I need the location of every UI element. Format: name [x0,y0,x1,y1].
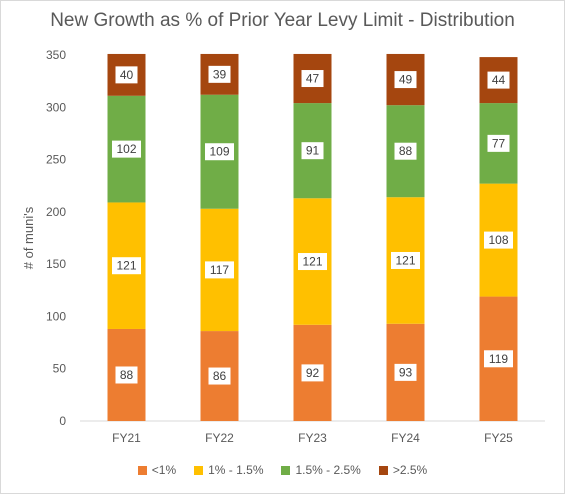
data-label: 39 [213,67,227,81]
data-label-box [205,261,234,279]
legend-swatch [137,465,147,475]
data-label: 77 [492,136,506,150]
data-label: 102 [116,142,136,156]
y-tick-label: 300 [46,100,66,114]
data-label-box [301,142,324,160]
x-tick-label: FY22 [205,431,234,445]
data-label-box [208,367,231,385]
data-label-box [115,66,138,84]
data-label: 88 [399,144,413,158]
data-label: 49 [399,73,413,87]
data-label: 40 [120,68,134,82]
data-label: 121 [395,253,415,267]
data-label-box [298,253,327,271]
data-label-box [115,366,138,384]
data-label: 121 [302,255,322,269]
data-label-box [394,142,417,160]
y-tick-label: 150 [46,257,66,271]
labels-layer: 88 121 102 40 86 117 109 39 92 121 91 47 93 121 88 49 11… [112,65,513,385]
legend-item: 1.5% - 2.5% [281,463,361,477]
legend-label: 1.5% - 2.5% [295,463,361,477]
data-label-box [484,350,513,368]
data-label: 92 [306,366,320,380]
y-tick-label: 350 [46,48,66,62]
data-label-box [487,134,510,152]
legend-label: 1% - 1.5% [208,463,264,477]
data-label-box [301,364,324,382]
data-label: 119 [489,352,508,366]
data-label-box [394,363,417,381]
data-label: 47 [306,72,320,86]
data-label-box [487,71,510,89]
data-label: 108 [488,233,508,247]
legend-item: 1% - 1.5% [194,463,263,477]
data-label-box [208,65,231,83]
legend-label: >2.5% [392,463,428,477]
data-label: 121 [116,259,136,273]
data-label: 86 [213,369,227,383]
legend-item: <1% [137,463,177,477]
data-label-box [484,231,513,249]
data-label-box [112,140,141,158]
y-tick-label: 250 [46,153,66,167]
data-label-box [112,257,141,275]
legend-item: >2.5% [378,463,428,477]
x-tick-label: FY23 [298,431,327,445]
y-tick-label: 50 [53,362,67,376]
data-label: 117 [210,263,229,277]
legend-label: <1% [151,463,177,477]
y-tick-label: 200 [46,205,66,219]
data-label: 44 [492,73,506,87]
data-label-box [205,143,234,161]
x-tick-label: FY21 [112,431,141,445]
x-tick-label: FY24 [391,431,420,445]
axis-layer: 0 50 100 150 200 250 300 350 FY21 FY22 FY23 FY24 FY2… [46,48,545,445]
chart-title: New Growth as % of Prior Year Levy Limit… [50,10,515,31]
data-label: 109 [209,145,229,159]
data-label: 88 [120,368,134,382]
data-label-box [301,70,324,88]
y-tick-label: 100 [46,309,66,323]
x-tick-label: FY25 [484,431,513,445]
data-label-box [391,251,420,269]
legend-swatch [281,465,291,475]
legend-swatch [194,465,204,475]
data-label-box [394,71,417,89]
data-label: 93 [399,365,413,379]
y-axis-label: # of muni's [21,206,36,269]
y-tick-label: 0 [59,414,66,428]
legend-swatch [378,465,388,475]
data-label: 91 [306,144,320,158]
legend: <1% 1% - 1.5% 1.5% - 2.5% >2.5% [0,463,565,477]
